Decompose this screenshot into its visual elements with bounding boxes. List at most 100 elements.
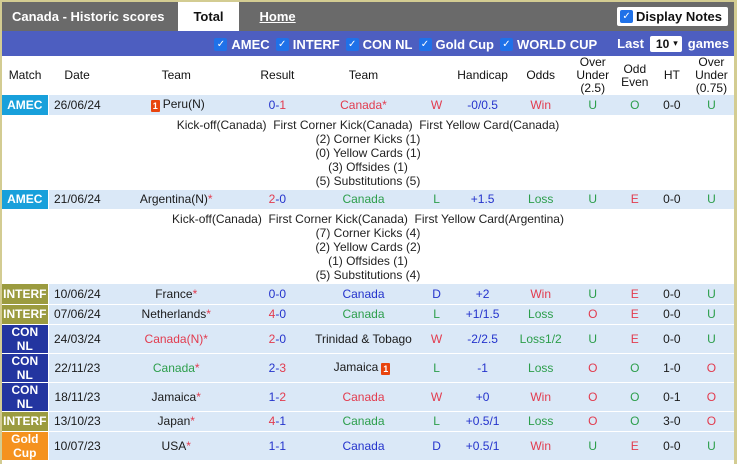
match-row[interactable]: INTERF 13/10/23 Japan* 4-1 Canada L +0.5/1 Loss… [2, 411, 734, 432]
filter-label: Gold Cup [435, 37, 495, 52]
checkbox-checked-icon[interactable]: ✓ [500, 38, 513, 51]
top-bar: Canada - Historic scores Total Home ✓ Di… [2, 2, 734, 31]
display-notes-toggle[interactable]: ✓ Display Notes [617, 7, 728, 26]
competition-badge: INTERF [2, 411, 49, 432]
page-title: Canada - Historic scores [12, 9, 165, 24]
checkbox-checked-icon[interactable]: ✓ [214, 38, 228, 51]
match-row[interactable]: AMEC 21/06/24 Argentina(N)* 2-0 Canada L +1.5 L… [2, 189, 734, 210]
ou25-value: U [588, 286, 598, 301]
match-date: 26/06/24 [48, 95, 107, 116]
match-notes: 90 minutes[1-1],120 minutes[2-2],Penalty… [2, 460, 734, 464]
filter-checkbox-interf[interactable]: ✓ INTERF [275, 37, 340, 52]
ou25-value: U [588, 97, 598, 112]
match-row[interactable]: CON NL 22/11/23 Canada* 2-3 Jamaica 1 L -1 Loss O… [2, 353, 734, 383]
wld-letter: D [432, 438, 441, 453]
filter-bar: ✓ AMEC ✓ INTERF ✓ CON NL ✓ Gold Cup ✓ WORLD CUP L… [2, 31, 734, 56]
score-cell: 1-1 [246, 431, 309, 461]
filter-checkbox-world-cup[interactable]: ✓ WORLD CUP [500, 37, 597, 52]
over-under-25-cell: O [570, 382, 615, 412]
competition-badge: INTERF [2, 304, 49, 325]
column-header-6: Handicap [454, 56, 511, 95]
ou075-value: U [707, 438, 716, 453]
wld-letter: W [430, 97, 443, 112]
odd-even-cell: O [614, 411, 655, 432]
over-under-075-cell: U [688, 304, 734, 325]
odd-even-cell: E [614, 431, 655, 461]
wld-cell: L [418, 189, 455, 210]
odd-even-value: O [630, 97, 640, 112]
wld-cell: L [418, 411, 455, 432]
tab-home[interactable]: Home [259, 9, 296, 24]
ou25-value: O [588, 360, 598, 375]
match-row[interactable]: CON NL 24/03/24 Canada(N)* 2-0 Trinidad & To… [2, 324, 734, 354]
checkbox-checked-icon[interactable]: ✓ [275, 38, 289, 51]
team-name: Peru(N) [162, 97, 205, 112]
note-row: Kick-off(Canada) First Corner Kick(Canad… [2, 209, 734, 284]
wld-cell: D [418, 431, 455, 461]
header-row: Match Date Team Result Team Handicap Odds Over … [2, 56, 734, 95]
note-line: Kick-off(Canada) First Corner Kick(Canad… [172, 212, 564, 226]
ht-cell: 0-0 [654, 189, 689, 210]
away-team-cell: Canada [308, 431, 419, 461]
over-under-075-cell: U [688, 95, 734, 116]
ou075-value: U [707, 192, 716, 207]
match-date: 07/06/24 [48, 304, 107, 325]
checkbox-checked-icon[interactable]: ✓ [345, 38, 359, 51]
team-name: Jamaica [333, 360, 379, 374]
note-line: (2) Yellow Cards (2) [315, 240, 421, 254]
score-cell: 2-3 [246, 353, 309, 383]
away-team-cell: Canada* [308, 95, 419, 116]
topbar-spacer [311, 2, 617, 31]
match-row[interactable]: INTERF 10/06/24 France* 0-0 Canada D +2 Win U E 0-… [2, 284, 734, 305]
competition-badge: AMEC [2, 189, 49, 210]
over-under-25-cell: U [570, 95, 615, 116]
team-name: Canada [342, 192, 385, 207]
filter-label: CON NL [362, 37, 413, 52]
match-row[interactable]: INTERF 07/06/24 Netherlands* 4-0 Canada L +1/1… [2, 304, 734, 325]
home-team-cell: Jamaica* [106, 382, 247, 412]
games-count-select[interactable]: 10 ▾ [649, 35, 682, 52]
away-team-cell: Canada [308, 411, 419, 432]
score-cell: 4-1 [246, 411, 309, 432]
handicap-cell: +2 [454, 284, 511, 305]
odds-cell: Loss [510, 411, 571, 432]
odds-result: Win [530, 286, 552, 301]
team-name: Canada [340, 97, 383, 112]
note-line: 90 minutes[1-1],120 minutes[2-2],Penalty… [2, 463, 734, 464]
match-row[interactable]: AMEC 26/06/24 1 Peru(N) 0-1 Canada* W -0/0.5 Win… [2, 95, 734, 116]
odds-cell: Win [510, 284, 571, 305]
column-header-3: Result [246, 56, 309, 95]
ou25-value: U [588, 192, 598, 207]
display-notes-label: Display Notes [636, 9, 722, 24]
wld-cell: W [418, 95, 455, 116]
over-under-075-cell: U [688, 189, 734, 210]
filter-checkbox-amec[interactable]: ✓ AMEC [214, 37, 270, 52]
match-row[interactable]: Gold Cup 10/07/23 USA* 1-1 Canada D +0.5/1 Win U… [2, 431, 734, 461]
match-notes: Kick-off(Canada) First Corner Kick(Canad… [2, 115, 734, 190]
last-label: Last [617, 36, 644, 51]
odds-result: Loss [528, 414, 554, 428]
filter-checkbox-gold-cup[interactable]: ✓ Gold Cup [418, 37, 495, 52]
team-name: Canada [342, 414, 385, 428]
competition-badge: CON NL [2, 382, 49, 412]
note-row: 90 minutes[1-1],120 minutes[2-2],Penalty… [2, 460, 734, 464]
odd-even-value: O [630, 414, 640, 428]
ou075-value: U [707, 97, 716, 112]
match-row[interactable]: CON NL 18/11/23 Jamaica* 1-2 Canada W +0 Win O O 0… [2, 382, 734, 412]
team-name: Trinidad & Tobago [315, 331, 412, 346]
column-header-10: HT [654, 56, 689, 95]
team-star: * [194, 360, 200, 375]
checkbox-checked-icon[interactable]: ✓ [418, 38, 432, 51]
odds-cell: Win [510, 431, 571, 461]
column-header-11: Over Under (0.75) [688, 56, 734, 95]
odd-even-cell: O [614, 95, 655, 116]
odd-even-value: E [630, 438, 639, 453]
display-notes-checkbox-icon[interactable]: ✓ [620, 10, 634, 23]
ou075-value: U [707, 286, 716, 301]
wld-letter: L [433, 360, 440, 375]
filter-label: WORLD CUP [517, 37, 598, 52]
over-under-25-cell: U [570, 189, 615, 210]
tab-total[interactable]: Total [178, 2, 239, 31]
filter-checkbox-con-nl[interactable]: ✓ CON NL [345, 37, 413, 52]
